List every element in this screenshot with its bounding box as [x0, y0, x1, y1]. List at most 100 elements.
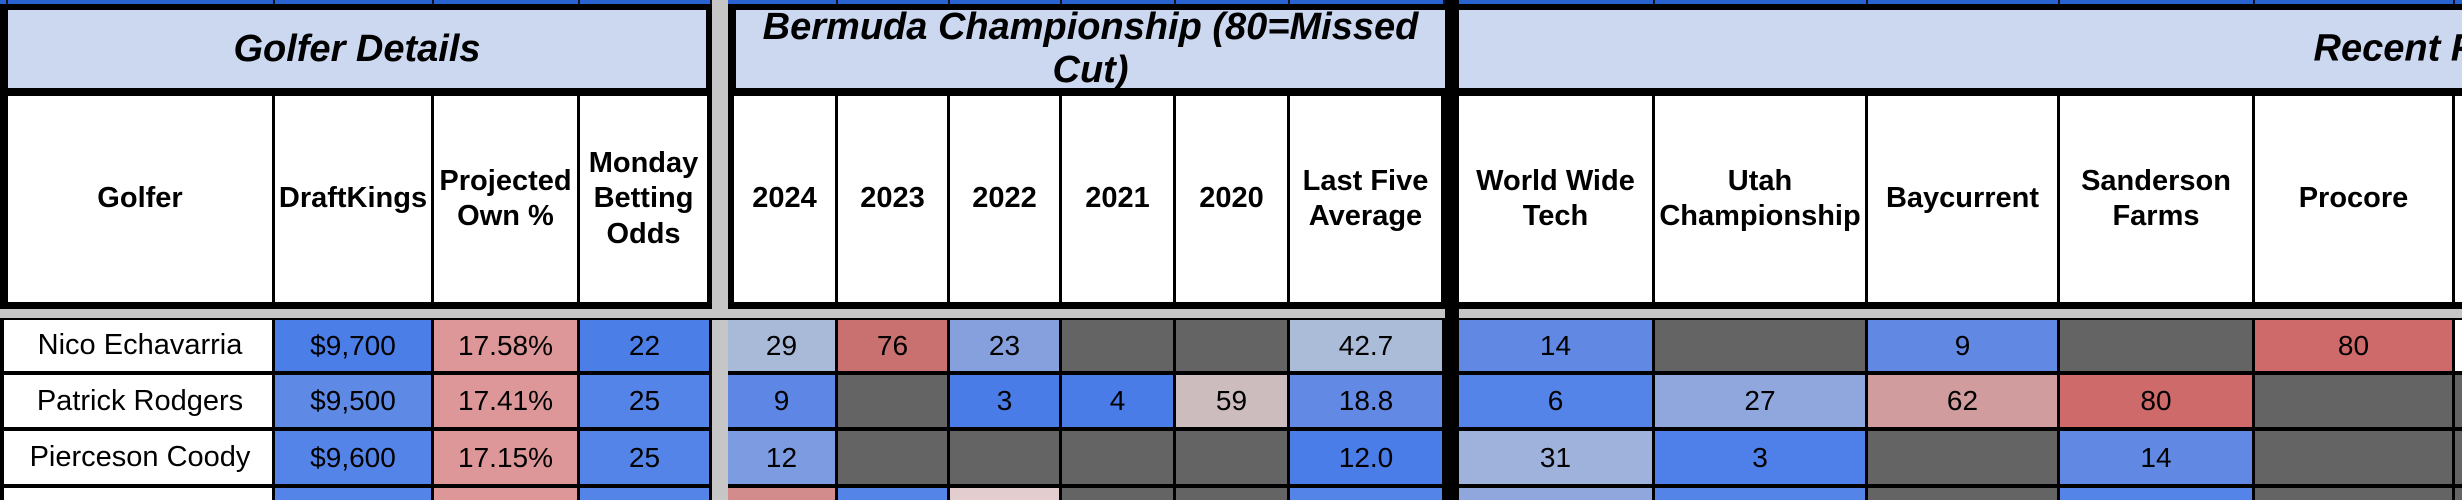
column-header-golfer[interactable]: Golfer [8, 96, 275, 302]
cell-dk[interactable]: $9,700 [275, 320, 434, 375]
column-header-baycurrent[interactable]: Baycurrent [1868, 96, 2060, 302]
golfer-name-cell[interactable] [8, 488, 275, 500]
border-segment [0, 488, 8, 500]
cell-own[interactable]: 17.58% [434, 320, 580, 375]
column-header-monday-betting-odds[interactable]: Monday Betting Odds [580, 96, 712, 302]
column-header-procore[interactable]: Procore [2255, 96, 2455, 302]
column-header-2023[interactable]: 2023 [838, 96, 950, 302]
cell-y2021[interactable] [1062, 431, 1176, 488]
section-title-bermuda-championship[interactable]: Bermuda Championship (80=Missed Cut) [728, 10, 1445, 88]
section-border [1445, 320, 1459, 375]
cell-wwt[interactable] [1459, 488, 1655, 500]
cell-monday[interactable]: 25 [580, 431, 712, 488]
cell-monday[interactable]: 22 [580, 320, 712, 375]
section-border [1445, 309, 1459, 320]
cell-y2023[interactable]: 76 [838, 320, 950, 375]
cell-fragment [1459, 0, 1655, 4]
column-header-projected-own[interactable]: Projected Own % [434, 96, 580, 302]
cell-sanderson[interactable]: 80 [2060, 375, 2255, 431]
cell-lfa[interactable]: 12.0 [1290, 431, 1445, 488]
cell-y2024[interactable]: 9 [728, 375, 838, 431]
cell-dk[interactable]: $9,600 [275, 431, 434, 488]
table-body: Nico Echavarria $9,700 17.58% 22 29 76 23 42.7 1… [0, 320, 2462, 500]
cell-y2023[interactable] [838, 431, 950, 488]
table-row [0, 488, 2462, 500]
cell-y2022[interactable] [950, 431, 1062, 488]
cell-y2020[interactable] [1176, 488, 1290, 500]
cell-utah[interactable] [1655, 488, 1868, 500]
cell-baycurrent[interactable] [1868, 488, 2060, 500]
cell-sanderson[interactable] [2060, 488, 2255, 500]
cell-y2021[interactable] [1062, 488, 1176, 500]
cell-utah[interactable] [1655, 320, 1868, 375]
cell-procore[interactable] [2255, 488, 2455, 500]
cell-monday[interactable]: 25 [580, 375, 712, 431]
cell-y2022[interactable]: 23 [950, 320, 1062, 375]
cell-own[interactable]: 17.15% [434, 431, 580, 488]
cell-lfa[interactable]: 42.7 [1290, 320, 1445, 375]
cell-baycurrent[interactable] [1868, 431, 2060, 488]
cell-y2022[interactable]: 3 [950, 375, 1062, 431]
column-header-2020[interactable]: 2020 [1176, 96, 1290, 302]
border-segment [0, 302, 712, 309]
cell-fragment [2455, 0, 2462, 4]
column-header-last-five-average[interactable]: Last Five Average [1290, 96, 1445, 302]
cell-y2021[interactable]: 4 [1062, 375, 1176, 431]
cell-y2024[interactable]: 12 [728, 431, 838, 488]
cell-y2024[interactable]: 29 [728, 320, 838, 375]
cell-y2024[interactable] [728, 488, 838, 500]
border-row [0, 88, 2462, 96]
section-title-text: Recent F [2313, 27, 2462, 70]
cell-baycurrent[interactable]: 9 [1868, 320, 2060, 375]
cell-fragment [1655, 0, 1868, 4]
golfer-name-cell[interactable]: Patrick Rodgers [8, 375, 275, 431]
section-border [1445, 10, 1459, 88]
cell-wwt[interactable]: 6 [1459, 375, 1655, 431]
cell-wwt[interactable]: 31 [1459, 431, 1655, 488]
cell-procore[interactable]: 80 [2255, 320, 2455, 375]
cell-fragment [2455, 320, 2462, 375]
cell-y2020[interactable] [1176, 320, 1290, 375]
cell-own[interactable]: 17.41% [434, 375, 580, 431]
cell-sanderson[interactable]: 14 [2060, 431, 2255, 488]
cell-y2022[interactable] [950, 488, 1062, 500]
cell-fragment [2455, 431, 2462, 488]
cell-utah[interactable]: 27 [1655, 375, 1868, 431]
cell-dk[interactable] [275, 488, 434, 500]
pane-divider [712, 375, 728, 431]
cell-lfa[interactable]: 18.8 [1290, 375, 1445, 431]
cell-procore[interactable] [2255, 431, 2455, 488]
cell-y2021[interactable] [1062, 320, 1176, 375]
section-border [1445, 488, 1459, 500]
cell-y2023[interactable] [838, 375, 950, 431]
cell-own[interactable] [434, 488, 580, 500]
cell-wwt[interactable]: 14 [1459, 320, 1655, 375]
cell-y2020[interactable]: 59 [1176, 375, 1290, 431]
cell-procore[interactable] [2255, 375, 2455, 431]
cell-dk[interactable]: $9,500 [275, 375, 434, 431]
cell-sanderson[interactable] [2060, 320, 2255, 375]
column-header-2021[interactable]: 2021 [1062, 96, 1176, 302]
column-header-2024[interactable]: 2024 [728, 96, 838, 302]
cell-y2023[interactable] [838, 488, 950, 500]
golfer-name-cell[interactable]: Nico Echavarria [8, 320, 275, 375]
cell-lfa[interactable] [1290, 488, 1445, 500]
cell-utah[interactable]: 3 [1655, 431, 1868, 488]
pane-divider [712, 4, 728, 10]
column-header-row: Golfer DraftKings Projected Own % Monday… [0, 96, 2462, 302]
cell-baycurrent[interactable]: 62 [1868, 375, 2060, 431]
golfer-name-cell[interactable]: Pierceson Coody [8, 431, 275, 488]
cell-monday[interactable] [580, 488, 712, 500]
table-row: Nico Echavarria $9,700 17.58% 22 29 76 23 42.7 1… [0, 320, 2462, 375]
column-header-sanderson-farms[interactable]: Sanderson Farms [2060, 96, 2255, 302]
section-title-recent[interactable]: Recent F [1459, 10, 2462, 88]
cell-fragment [2060, 0, 2255, 4]
column-header-draftkings[interactable]: DraftKings [275, 96, 434, 302]
cell-y2020[interactable] [1176, 431, 1290, 488]
column-header-world-wide-tech[interactable]: World Wide Tech [1459, 96, 1655, 302]
cell-fragment [1290, 0, 1445, 4]
section-title-golfer-details[interactable]: Golfer Details [8, 10, 712, 88]
column-header-utah-championship[interactable]: Utah Championship [1655, 96, 1868, 302]
column-header-2022[interactable]: 2022 [950, 96, 1062, 302]
